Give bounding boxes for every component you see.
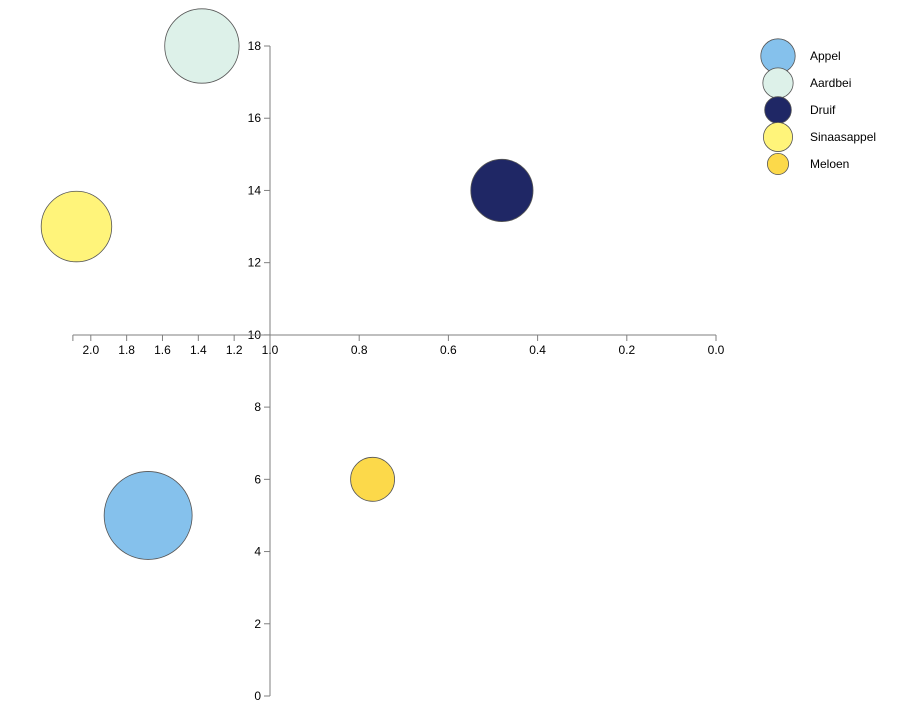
bubbles xyxy=(40,8,534,560)
x-tick-label: 1.6 xyxy=(154,343,171,357)
bubble-aardbei[interactable] xyxy=(164,8,240,84)
x-tick-label: 0.2 xyxy=(618,343,635,357)
y-tick-label: 4 xyxy=(254,545,261,559)
y-tick-label: 8 xyxy=(254,400,261,414)
y-tick-label: 18 xyxy=(248,39,262,53)
legend-label: Appel xyxy=(810,49,841,63)
bubble-sinaasappel[interactable] xyxy=(40,190,113,263)
bubble-druif[interactable] xyxy=(470,158,534,222)
legend-swatch xyxy=(762,67,794,99)
bubble-appel[interactable] xyxy=(103,471,193,560)
y-tick-label: 12 xyxy=(248,256,262,270)
x-tick-label: 1.0 xyxy=(262,343,279,357)
legend-label: Druif xyxy=(810,103,836,117)
x-tick-label: 0.8 xyxy=(351,343,368,357)
legend-swatch xyxy=(764,96,792,124)
legend: Appel Aardbei Druif Sinaasappel Meloen xyxy=(760,38,876,175)
y-tick-label: 0 xyxy=(254,689,261,703)
x-tick-label: 1.4 xyxy=(190,343,207,357)
legend-label: Aardbei xyxy=(810,76,851,90)
x-tick-label: 1.8 xyxy=(118,343,135,357)
x-axis: 2.0 1.8 1.6 1.4 1.2 1.0 0.8 0.6 0.4 0.2 0.0 xyxy=(72,334,725,357)
y-tick-label: 6 xyxy=(254,472,261,486)
bubble-meloen[interactable] xyxy=(350,456,395,502)
y-tick-label: 14 xyxy=(248,183,262,197)
legend-swatch xyxy=(767,152,790,175)
x-tick-label: 0.4 xyxy=(529,343,546,357)
x-tick-label: 2.0 xyxy=(82,343,99,357)
legend-swatch xyxy=(763,122,793,152)
y-tick-label: 2 xyxy=(254,617,261,631)
legend-label: Meloen xyxy=(810,157,849,171)
x-tick-label: 0.6 xyxy=(440,343,457,357)
y-tick-label: 16 xyxy=(248,111,262,125)
x-tick-label: 1.2 xyxy=(226,343,243,357)
x-tick-label: 0.0 xyxy=(708,343,725,357)
legend-label: Sinaasappel xyxy=(810,130,876,144)
